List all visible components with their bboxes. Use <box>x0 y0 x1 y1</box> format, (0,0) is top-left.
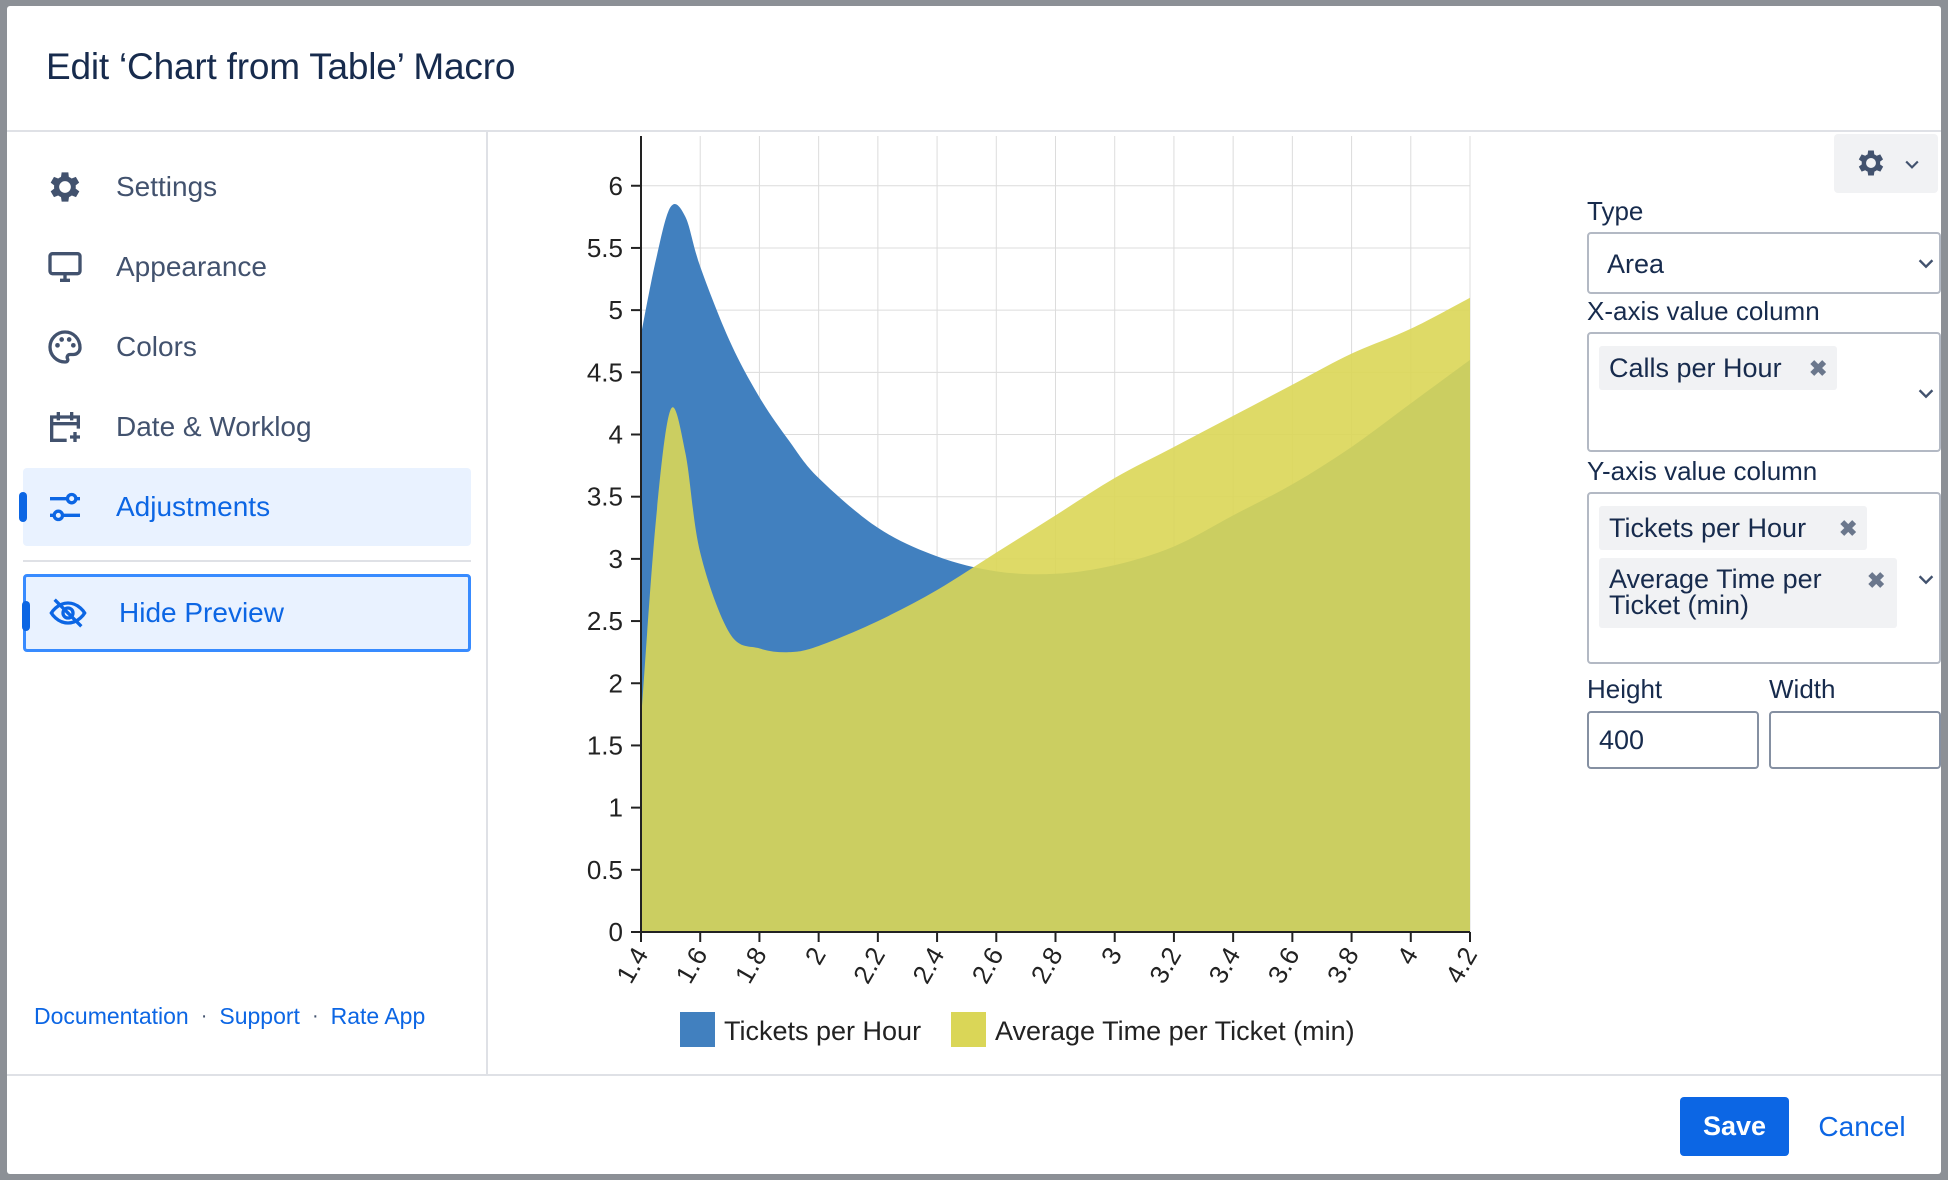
remove-tag-icon[interactable]: ✖ <box>1839 516 1858 541</box>
sidebar-item-adjustments[interactable]: Adjustments <box>19 468 471 546</box>
y-tick-label: 4.5 <box>587 357 623 387</box>
y-axis-select[interactable]: Tickets per Hour ✖ Average Time per Tick… <box>1587 492 1941 664</box>
separator-dot: · <box>200 1005 208 1027</box>
x-tick-label: 1.8 <box>729 942 773 988</box>
legend-label: Tickets per Hour <box>724 1016 921 1046</box>
sidebar-item-label: Settings <box>116 171 218 202</box>
x-tick-label: 2.4 <box>906 942 950 988</box>
x-axis-tag: Calls per Hour ✖ <box>1599 346 1837 390</box>
remove-tag-icon[interactable]: ✖ <box>1809 356 1828 381</box>
y-tick-label: 0.5 <box>587 855 623 885</box>
tag-label: Average Time per <box>1609 564 1822 594</box>
x-tick-label: 3.6 <box>1261 942 1305 988</box>
height-input[interactable]: 400 <box>1587 711 1759 769</box>
chevron-down-icon <box>1918 389 1934 399</box>
sidebar-item-label: Colors <box>116 331 197 362</box>
width-input[interactable] <box>1769 711 1941 769</box>
sidebar-item-appearance[interactable]: Appearance <box>23 228 471 306</box>
y-tick-label: 4 <box>609 420 623 450</box>
footer-links: Documentation · Support · Rate App <box>34 1003 425 1030</box>
calendar-plus-icon <box>50 412 80 442</box>
sidebar: Settings Appearance Colors Date & Worklo… <box>7 132 488 1074</box>
tag-label: Ticket (min) <box>1609 590 1749 620</box>
sidebar-item-settings[interactable]: Settings <box>23 148 471 226</box>
dialog-title: Edit ‘Chart from Table’ Macro <box>46 46 516 87</box>
y-tick-label: 5.5 <box>587 233 623 263</box>
series-area <box>641 297 1470 932</box>
sidebar-item-label: Adjustments <box>116 491 271 522</box>
x-tick-label: 3.8 <box>1321 942 1365 988</box>
type-label: Type <box>1587 196 1644 226</box>
y-tick-label: 5 <box>609 295 623 325</box>
tag-label: Calls per Hour <box>1609 353 1782 383</box>
y-axis-tag: Average Time per Ticket (min) ✖ <box>1599 558 1897 628</box>
y-tick-label: 3.5 <box>587 482 623 512</box>
legend-swatch <box>680 1012 715 1047</box>
x-tick-label: 2.6 <box>965 942 1009 988</box>
sliders-icon <box>50 492 80 522</box>
rate-app-link[interactable]: Rate App <box>330 1003 426 1029</box>
x-tick-label: 2.2 <box>847 942 891 988</box>
chevron-down-icon <box>1905 160 1919 169</box>
eye-off-icon <box>49 598 87 628</box>
y-axis-tag: Tickets per Hour ✖ <box>1599 506 1867 550</box>
sidebar-divider <box>23 560 471 562</box>
sidebar-item-date-worklog[interactable]: Date & Worklog <box>23 388 471 466</box>
remove-tag-icon[interactable]: ✖ <box>1867 568 1886 593</box>
gear-icon <box>50 172 80 202</box>
save-button[interactable]: Save <box>1680 1097 1789 1156</box>
y-tick-label: 1 <box>609 793 623 823</box>
x-tick-label: 2 <box>799 942 832 970</box>
sidebar-item-label: Date & Worklog <box>116 411 312 442</box>
x-axis-select[interactable]: Calls per Hour ✖ <box>1587 332 1941 452</box>
x-tick-label: 3 <box>1095 942 1128 970</box>
documentation-link[interactable]: Documentation <box>34 1003 189 1029</box>
y-tick-label: 6 <box>609 171 623 201</box>
x-tick-label: 2.8 <box>1025 942 1069 988</box>
dialog-footer <box>7 1074 1941 1174</box>
sidebar-item-colors[interactable]: Colors <box>23 308 471 386</box>
y-tick-label: 2 <box>609 668 623 698</box>
height-label: Height <box>1587 674 1663 704</box>
sidebar-item-label: Appearance <box>116 251 268 282</box>
x-tick-label: 1.4 <box>610 942 654 988</box>
gear-icon <box>1858 150 1884 176</box>
chart-preview: 0 0.5 1 1.5 2 2.5 3 3.5 4 4.5 5 5.5 6 1.4 1.6 1.8 2 2.2 2.… <box>488 132 1941 1074</box>
legend-swatch <box>951 1012 986 1047</box>
hide-preview-label: Hide Preview <box>119 597 284 628</box>
chart-settings-button[interactable] <box>1834 134 1938 193</box>
tag-label: Tickets per Hour <box>1609 513 1807 543</box>
palette-icon <box>48 330 82 364</box>
x-tick-label: 3.2 <box>1143 942 1187 988</box>
chevron-down-icon <box>1918 575 1934 585</box>
macro-dialog: Edit ‘Chart from Table’ Macro Settings A… <box>7 6 1941 1174</box>
legend-label: Average Time per Ticket (min) <box>995 1016 1355 1046</box>
y-tick-label: 2.5 <box>587 606 623 636</box>
type-select[interactable]: Area <box>1587 232 1941 294</box>
cancel-button[interactable]: Cancel <box>1818 1110 1906 1142</box>
y-axis-label: Y-axis value column <box>1587 456 1818 486</box>
dialog-header: Edit ‘Chart from Table’ Macro <box>7 6 1941 132</box>
monitor-icon <box>48 252 82 282</box>
x-tick-label: 4 <box>1391 942 1424 970</box>
type-select-value: Area <box>1607 249 1665 279</box>
x-tick-label: 1.6 <box>669 942 713 988</box>
x-tick-label: 4.2 <box>1439 942 1483 988</box>
y-tick-label: 0 <box>609 917 623 947</box>
separator-dot: · <box>311 1005 319 1027</box>
y-tick-label: 1.5 <box>587 730 623 760</box>
y-tick-label: 3 <box>609 544 623 574</box>
chevron-down-icon <box>1918 259 1934 269</box>
support-link[interactable]: Support <box>219 1003 300 1029</box>
hide-preview-button[interactable]: Hide Preview <box>22 574 471 652</box>
x-axis-label: X-axis value column <box>1587 296 1820 326</box>
area-chart: 0 0.5 1 1.5 2 2.5 3 3.5 4 4.5 5 5.5 6 1.4 1.6 1.8 2 2.2 2.… <box>587 136 1483 1047</box>
x-tick-label: 3.4 <box>1202 942 1246 988</box>
width-label: Width <box>1769 674 1836 704</box>
